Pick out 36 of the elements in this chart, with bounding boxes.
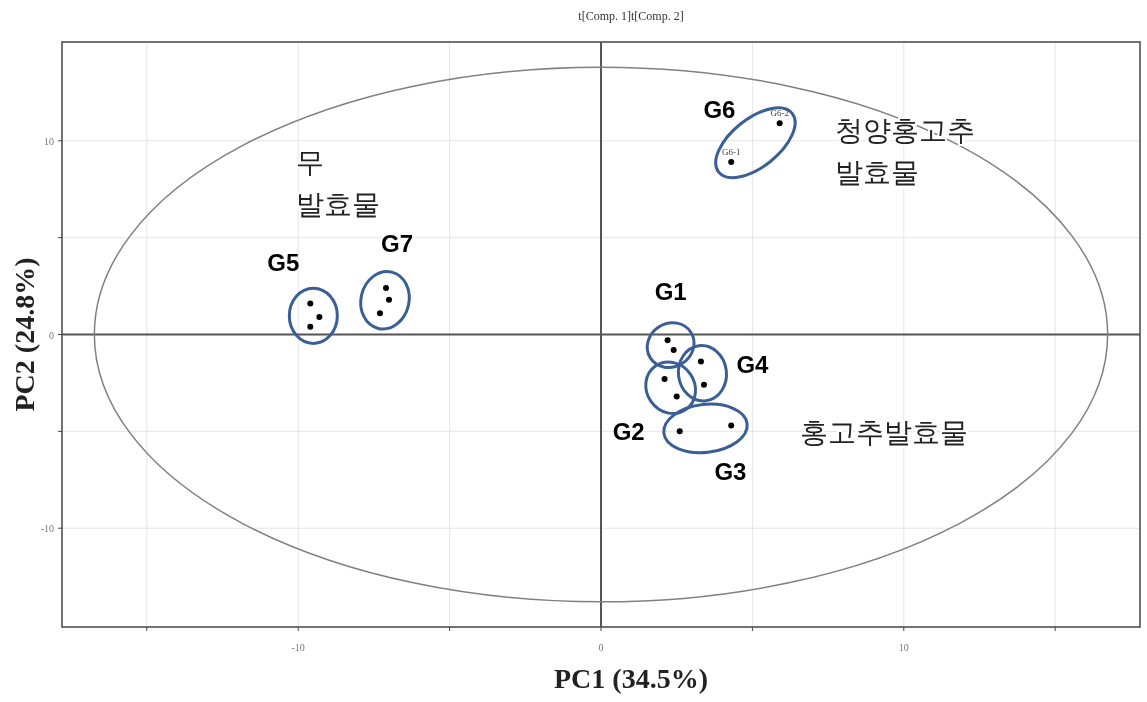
series-label: G7 — [380, 230, 413, 258]
point — [728, 422, 735, 429]
point — [386, 296, 393, 303]
point — [307, 300, 314, 307]
annotation: 홍고추발효물 — [800, 416, 968, 449]
y-tick-label: -10 — [40, 523, 54, 535]
point — [661, 376, 668, 383]
x-tick-label: 0 — [598, 642, 604, 653]
point — [697, 358, 704, 365]
point — [728, 159, 735, 166]
x-axis-title: PC1 (34.5%) — [554, 663, 708, 694]
y-tick-label: 10 — [44, 135, 54, 147]
series-label: G3 — [714, 458, 747, 486]
point — [673, 393, 680, 400]
y-axis-title: PC2 (24.8%) — [9, 257, 40, 412]
point — [776, 120, 783, 127]
data-label: G6-1 — [721, 147, 741, 158]
series-label: G5 — [267, 248, 300, 276]
x-tick-label: -10 — [291, 642, 305, 653]
point — [383, 285, 390, 292]
x-tick-label: 10 — [898, 642, 909, 653]
series-label: G1 — [654, 278, 687, 306]
series-label: G6 — [703, 95, 736, 123]
point — [664, 337, 671, 344]
point — [700, 381, 707, 388]
series-label: G4 — [736, 351, 770, 379]
point — [376, 310, 383, 317]
point — [670, 347, 677, 353]
y-tick-label: 0 — [49, 329, 54, 341]
series-label: G2 — [612, 417, 645, 445]
point — [316, 314, 323, 321]
annotation: 무 발효물 — [296, 146, 380, 221]
point — [676, 428, 683, 435]
data-label: G6-2 — [770, 108, 789, 119]
point — [307, 323, 314, 330]
chart-title: t[Comp. 1]t[Comp. 2] — [578, 9, 684, 23]
